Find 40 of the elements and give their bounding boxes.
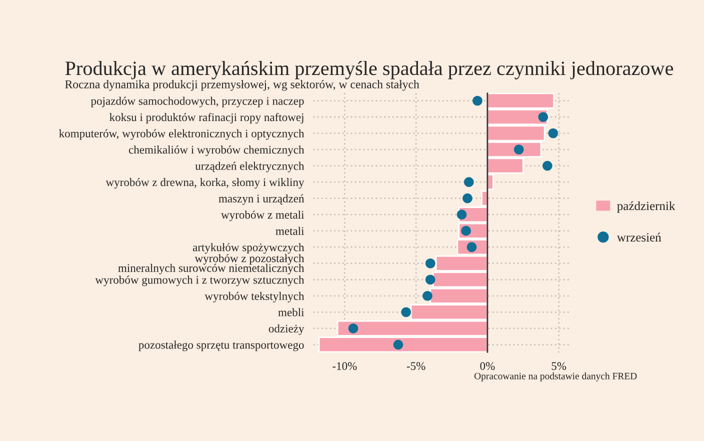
- chart-subtitle: Roczna dynamika produkcji przemysłowej, wg sektorów, w cenach stałych: [65, 80, 420, 91]
- point: [548, 128, 558, 138]
- y-tick-label: wyrobów z metali: [221, 210, 304, 222]
- point: [425, 274, 436, 285]
- point: [456, 210, 467, 220]
- y-tick-label: artykułów spożywczych: [192, 243, 304, 254]
- y-tick-label: wyrobów z pozostałych mineralnych surowców niemetalicznych: [118, 254, 304, 274]
- point: [464, 177, 474, 187]
- y-tick-label: pojazdów samochodowych, przyczep i naczep: [90, 96, 304, 108]
- y-tick-label: metali: [276, 226, 304, 235]
- legend-label: październik: [617, 201, 676, 213]
- y-tick-label: odzieży: [268, 324, 304, 335]
- x-tick-label: 5%: [552, 362, 566, 370]
- y-tick-label: urządzeń elektrycznych: [195, 162, 304, 172]
- point: [542, 160, 552, 171]
- x-tick-label: -5%: [406, 362, 426, 370]
- point: [472, 96, 482, 106]
- y-tick-label: chemikaliów i wyrobów chemicznych: [128, 146, 304, 156]
- point: [425, 258, 436, 268]
- y-tick-label: pozostałego sprzętu transportowego: [138, 340, 304, 352]
- point: [514, 144, 524, 154]
- x-tick-label: 0%: [480, 362, 495, 370]
- y-tick-label: wyrobów gumowych i z tworzyw sztucznych: [95, 276, 304, 286]
- point: [401, 307, 411, 318]
- point: [461, 226, 471, 236]
- point: [348, 323, 358, 334]
- legend-label: wrzesień: [616, 232, 662, 242]
- y-tick-label: wyrobów z drewna, korka, słomy i wikliny: [106, 178, 304, 189]
- chart-title: Produkcja w amerykańskim przemyśle spadała przez czynniki jednorazowe: [65, 60, 674, 80]
- y-tick-label: koksu i produktów rafinacji ropy naftowej: [110, 112, 304, 124]
- point: [422, 290, 432, 301]
- y-tick-label: maszyn i urządzeń: [218, 194, 304, 205]
- y-tick-label: komputerów, wyrobów elektronicznych i optycznych: [59, 129, 304, 140]
- point: [393, 340, 404, 350]
- y-tick-label: wyrobów tekstylnych: [204, 292, 304, 302]
- y-tick-label: mebli: [278, 308, 304, 316]
- point: [538, 112, 548, 122]
- text: Opracowanie na podstawie danych FRED: [474, 372, 637, 382]
- point: [462, 193, 472, 204]
- x-tick-label: -10%: [332, 362, 357, 370]
